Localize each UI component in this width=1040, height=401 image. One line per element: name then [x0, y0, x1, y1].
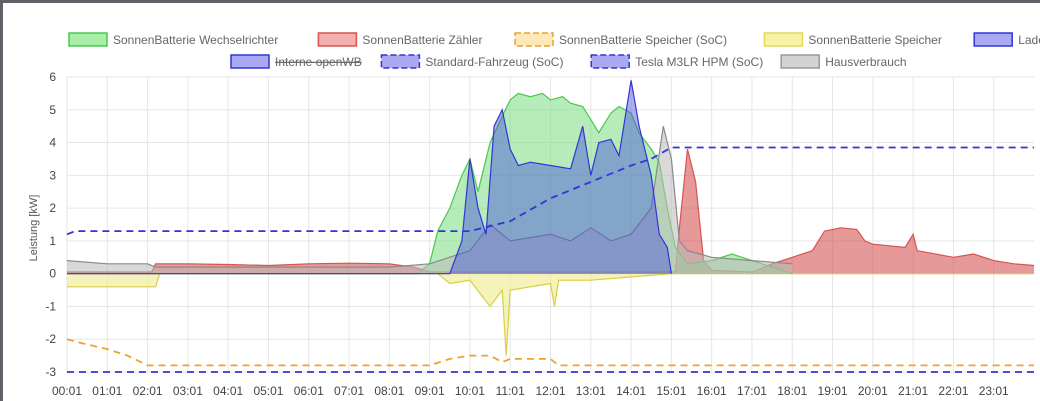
legend-item-sonnenbatterie-speicher[interactable]: SonnenBatterie Speicher	[763, 32, 942, 47]
series-line	[66, 146, 1034, 236]
x-tick-label: 02:01	[133, 384, 163, 398]
x-tick-label: 15:01	[656, 384, 686, 398]
legend-swatch	[590, 54, 630, 69]
x-tick-label: 13:01	[576, 384, 606, 398]
x-tick-label: 10:01	[455, 384, 485, 398]
legend-item-sonnenbatterie-speicher-soc[interactable]: SonnenBatterie Speicher (SoC)	[514, 32, 727, 47]
y-tick-label: 0	[49, 267, 56, 281]
x-tick-label: 12:01	[535, 384, 565, 398]
legend-label: Tesla M3LR HPM (SoC)	[635, 55, 763, 69]
series-hausverbrauch	[66, 126, 793, 274]
legend: SonnenBatterie Wechselrichter SonnenBatte…	[68, 32, 1040, 69]
y-tick-label: 3	[49, 168, 56, 182]
x-axis: 00:01 01:01 02:01 03:01 04:01 05:01 06:01 07:01…	[52, 384, 1009, 398]
series-area	[67, 80, 672, 274]
legend-item-sonnenbatterie-z-hler[interactable]: SonnenBatterie Zähler	[317, 32, 482, 47]
legend-label: SonnenBatterie Zähler	[362, 33, 482, 47]
series-standard-fahrzeug-soc	[66, 146, 1034, 236]
series-line	[66, 338, 1034, 367]
x-tick-label: 09:01	[415, 384, 445, 398]
legend-swatch	[780, 54, 820, 69]
legend-swatch	[973, 32, 1013, 47]
legend-label: Standard-Fahrzeug (SoC)	[425, 55, 563, 69]
legend-item-ladepunkte-summe[interactable]: Ladepunkte (Summe)	[973, 32, 1040, 47]
x-tick-label: 11:01	[496, 384, 525, 398]
x-tick-label: 05:01	[253, 384, 283, 398]
x-tick-label: 03:01	[173, 384, 203, 398]
legend-swatch	[317, 32, 358, 47]
legend-item-tesla-m3lr-hpm-soc[interactable]: Tesla M3LR HPM (SoC)	[590, 54, 763, 69]
y-tick-label: 4	[49, 136, 56, 150]
series-area	[67, 149, 1034, 274]
series-sonnenbatterie-speicher-soc	[66, 338, 1034, 367]
legend-item-interne-openwb[interactable]: Interne openWB	[230, 54, 362, 69]
y-tick-label: 6	[49, 70, 56, 84]
window-frame-top	[0, 0, 1040, 3]
y-axis-title: Leistung [kW]	[28, 195, 40, 262]
y-tick-label: 2	[49, 201, 56, 215]
legend-item-standard-fahrzeug-soc[interactable]: Standard-Fahrzeug (SoC)	[380, 54, 563, 69]
x-tick-label: 17:01	[737, 384, 767, 398]
x-tick-label: 00:01	[52, 384, 82, 398]
legend-label: SonnenBatterie Wechselrichter	[113, 33, 278, 47]
y-tick-label: -3	[45, 365, 56, 379]
x-tick-label: 22:01	[938, 384, 968, 398]
legend-swatch	[380, 54, 421, 69]
x-tick-label: 14:01	[616, 384, 646, 398]
series-area	[67, 126, 793, 274]
x-tick-label: 16:01	[697, 384, 727, 398]
legend-swatch	[514, 32, 554, 47]
series-line	[66, 126, 793, 268]
y-tick-label: -2	[45, 332, 56, 346]
x-tick-label: 04:01	[213, 384, 243, 398]
series-layer	[66, 80, 1035, 373]
x-tick-label: 21:01	[898, 384, 928, 398]
x-tick-label: 01:01	[92, 384, 122, 398]
x-tick-label: 06:01	[294, 384, 324, 398]
y-tick-label: 5	[49, 103, 56, 117]
x-tick-label: 20:01	[858, 384, 888, 398]
legend-item-hausverbrauch[interactable]: Hausverbrauch	[780, 54, 907, 69]
legend-label: SonnenBatterie Speicher	[808, 33, 941, 47]
legend-label: Hausverbrauch	[825, 55, 906, 69]
x-tick-label: 08:01	[374, 384, 404, 398]
x-tick-label: 19:01	[818, 384, 848, 398]
window-frame-left	[0, 0, 3, 401]
x-tick-label: 07:01	[334, 384, 364, 398]
legend-swatch	[763, 32, 804, 47]
series-area	[67, 93, 793, 274]
x-tick-label: 18:01	[777, 384, 807, 398]
y-tick-label: 1	[49, 234, 56, 248]
y-axis: -3 -2 -1 0 1 2 3 4 5 6	[45, 70, 56, 379]
y-tick-label: -1	[45, 299, 56, 313]
legend-swatch	[68, 32, 108, 47]
legend-label: Ladepunkte (Summe)	[1018, 33, 1040, 47]
legend-label: Interne openWB	[275, 55, 362, 69]
series-line	[67, 80, 672, 275]
legend-label: SonnenBatterie Speicher (SoC)	[559, 33, 727, 47]
series-ladepunkte-summe	[67, 80, 672, 275]
legend-swatch	[230, 54, 270, 69]
x-tick-label: 23:01	[979, 384, 1009, 398]
legend-item-sonnenbatterie-wechselrichter[interactable]: SonnenBatterie Wechselrichter	[68, 32, 278, 47]
